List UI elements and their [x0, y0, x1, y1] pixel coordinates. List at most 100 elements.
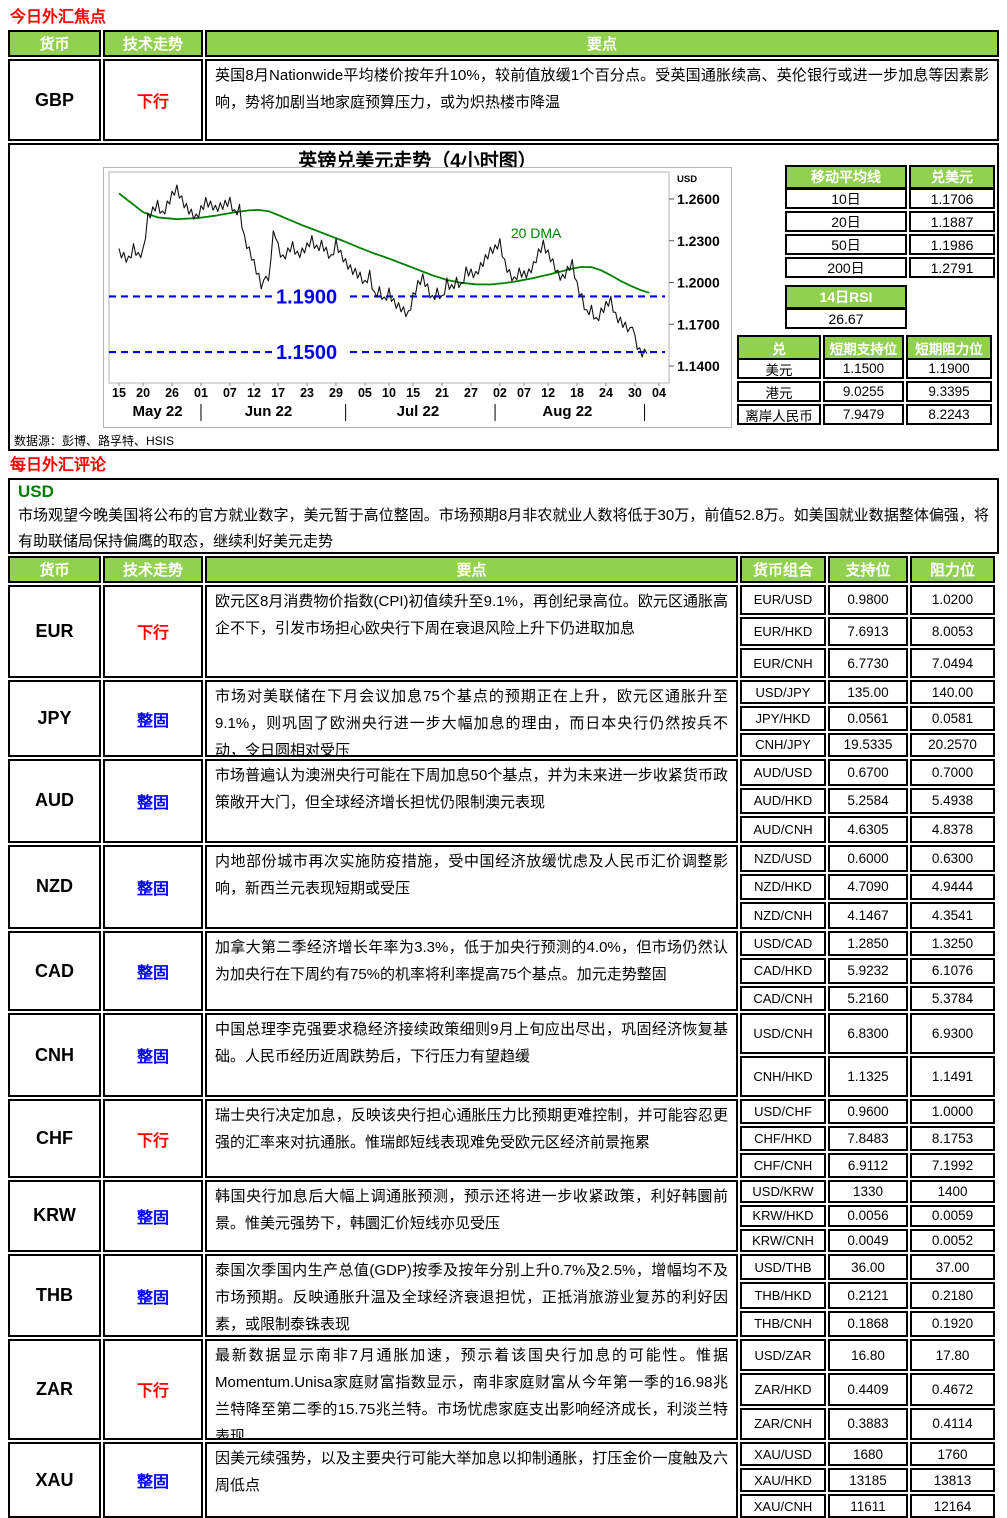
x-tick-label: 15 — [406, 386, 420, 400]
currency-cell: KRW — [8, 1180, 101, 1252]
gbpusd-chart: USD 1.2600 1.2300 1.2000 1.1700 1.1400 1.1900 1… — [103, 167, 732, 428]
support-cell: 135.00 — [828, 680, 908, 705]
trend-cell: 下行 — [103, 1099, 203, 1178]
dma-label: 20 DMA — [511, 225, 562, 241]
ma-header-label: 移动平均线 — [785, 165, 907, 189]
currency-cell: EUR — [8, 585, 101, 678]
support-cell: 16.80 — [828, 1339, 908, 1372]
usd-comment-text: 市场观望今晚美国将公布的官方就业数字，美元暂于高位整固。市场预期8月非农就业人数… — [18, 507, 989, 550]
x-tick-label: 05 — [358, 386, 372, 400]
currency-row-zar: ZAR 下行 最新数据显示南非7月通胀加速，预示着该国央行加息的可能性。惟据Mome… — [8, 1339, 999, 1440]
x-tick-label: 17 — [271, 386, 285, 400]
main-header-currency: 货币 — [8, 556, 101, 583]
focus-points-gbp: 英国8月Nationwide平均楼价按年升10%，较前值放缓1个百分点。受英国通… — [205, 59, 999, 141]
pair-cell: USD/KRW — [740, 1180, 826, 1203]
resistance-cell: 6.1076 — [910, 958, 995, 984]
trend-cell: 整固 — [103, 1180, 203, 1252]
dma-line — [118, 192, 650, 294]
price-line — [118, 184, 648, 358]
trend-cell: 下行 — [103, 585, 203, 678]
currency-row-krw: KRW 整固 韩国央行加息后大幅上调通胀预测，预示还将进一步收紧政策，利好韩圜前景。… — [8, 1180, 999, 1252]
trend-cell: 整固 — [103, 1013, 203, 1097]
chart-panel: 英镑兑美元走势（4小时图） USD 1.2600 1.2300 1.2000 1.170… — [8, 143, 999, 451]
pair-cell: CHF/HKD — [740, 1126, 826, 1151]
currency-cell: NZD — [8, 845, 101, 929]
x-tick-label: 07 — [517, 386, 531, 400]
focus-trend-gbp: 下行 — [103, 59, 203, 141]
pair-cell: KRW/HKD — [740, 1204, 826, 1228]
resistance-cell: 0.0581 — [910, 706, 995, 731]
rsi-label: 14日RSI — [785, 285, 907, 309]
support-cell: 13185 — [828, 1468, 908, 1492]
support-cell: 0.9600 — [828, 1099, 908, 1124]
resistance-cell: 1400 — [910, 1180, 995, 1203]
currency-cell: JPY — [8, 680, 101, 757]
resistance-cell: 13813 — [910, 1468, 995, 1492]
trend-cell: 下行 — [103, 1339, 203, 1440]
currency-row-xau: XAU 整固 因美元续强势，以及主要央行可能大举加息以抑制通胀，打压金价一度触及六周… — [8, 1442, 999, 1518]
pair-cell: ZAR/HKD — [740, 1373, 826, 1406]
trend-cell: 整固 — [103, 845, 203, 929]
points-cell: 市场对美联储在下月会议加息75个基点的预期正在上升，欧元区通胀升至9.1%，则巩… — [205, 680, 738, 757]
pair-cell: CNH/JPY — [740, 732, 826, 757]
pair-cell: CHF/CNH — [740, 1153, 826, 1178]
resistance-cell: 7.0494 — [910, 648, 995, 678]
sr-resistance-cell: 8.2243 — [906, 404, 992, 425]
pair-cell: XAU/USD — [740, 1442, 826, 1466]
ma-value-cell: 1.1706 — [909, 188, 995, 209]
support-cell: 4.6305 — [828, 816, 908, 843]
y-tick-label: 1.2000 — [677, 275, 720, 291]
pair-cell: XAU/HKD — [740, 1468, 826, 1492]
points-cell: 泰国次季国内生产总值(GDP)按季及按年分别上升0.7%及2.5%，增幅均不及市… — [205, 1254, 738, 1337]
sr-currency-cell: 离岸人民币 — [737, 404, 821, 425]
gbpusd-chart-svg: USD 1.2600 1.2300 1.2000 1.1700 1.1400 1.1900 1… — [108, 171, 720, 421]
support-cell: 1.1325 — [828, 1056, 908, 1097]
sr-header-support: 短期支持位 — [823, 335, 904, 360]
support-cell: 7.6913 — [828, 616, 908, 647]
resistance-cell: 140.00 — [910, 680, 995, 705]
pair-cell: EUR/CNH — [740, 648, 826, 678]
resistance-cell: 4.9444 — [910, 873, 995, 901]
sr-currency-cell: 美元 — [737, 358, 821, 379]
resistance-cell: 4.8378 — [910, 816, 995, 843]
resistance-cell: 8.1753 — [910, 1126, 995, 1151]
support-cell: 36.00 — [828, 1254, 908, 1281]
points-cell: 最新数据显示南非7月通胀加速，预示着该国央行加息的可能性。惟据Momentum.… — [205, 1339, 738, 1440]
currency-row-aud: AUD 整固 市场普遍认为澳洲央行可能在下周加息50个基点，并为未来进一步收紧货币政… — [8, 759, 999, 843]
moving-average-table: 移动平均线 兑美元 10日 1.1706 20日 1.1887 50日 1.1986 200… — [785, 165, 995, 278]
resistance-cell: 0.2180 — [910, 1282, 995, 1309]
rsi-value: 26.67 — [785, 308, 907, 329]
sr-currency-cell: 港元 — [737, 381, 821, 402]
points-cell: 市场普遍认为澳洲央行可能在下周加息50个基点，并为未来进一步收紧货币政策敞开大门… — [205, 759, 738, 843]
resistance-cell: 1.3250 — [910, 931, 995, 957]
support-cell: 0.6700 — [828, 759, 908, 786]
x-tick-label: 15 — [112, 386, 126, 400]
pair-cell: USD/ZAR — [740, 1339, 826, 1372]
main-header-pair: 货币组合 — [740, 556, 826, 583]
sr-header-vs: 兑 — [737, 335, 821, 360]
support-cell: 0.9800 — [828, 585, 908, 615]
pair-cell: USD/JPY — [740, 680, 826, 705]
usd-comment-code: USD — [18, 482, 54, 501]
resistance-cell: 0.1920 — [910, 1310, 995, 1337]
ma-value-cell: 1.1986 — [909, 234, 995, 255]
currency-cell: CNH — [8, 1013, 101, 1097]
resistance-cell: 1.0000 — [910, 1099, 995, 1124]
currency-row-jpy: JPY 整固 市场对美联储在下月会议加息75个基点的预期正在上升，欧元区通胀升至9.… — [8, 680, 999, 757]
sr-support-cell: 9.0255 — [823, 381, 904, 402]
resistance-cell: 8.0053 — [910, 616, 995, 647]
currency-cell: CAD — [8, 931, 101, 1011]
points-cell: 因美元续强势，以及主要央行可能大举加息以抑制通胀，打压金价一度触及六周低点 — [205, 1442, 738, 1518]
trend-cell: 整固 — [103, 759, 203, 843]
ma-value-cell: 1.2791 — [909, 257, 995, 278]
currency-row-chf: CHF 下行 瑞士央行决定加息，反映该央行担心通胀压力比预期更难控制，并可能容忍更强… — [8, 1099, 999, 1178]
support-cell: 0.1868 — [828, 1310, 908, 1337]
focus-header-trend: 技术走势 — [103, 30, 203, 57]
y-tick-label: 1.2600 — [677, 191, 720, 207]
points-cell: 加拿大第二季经济增长年率为3.3%，低于加央行预测的4.0%，但市场仍然认为加央… — [205, 931, 738, 1011]
support-cell: 4.1467 — [828, 902, 908, 929]
pair-cell: THB/HKD — [740, 1282, 826, 1309]
x-month-label: May 22 — [133, 403, 183, 420]
main-table: 货币 技术走势 要点 货币组合 支持位 阻力位 EUR 下行 欧元区8月消费物价指数… — [8, 556, 999, 1518]
support-cell: 0.4409 — [828, 1373, 908, 1406]
